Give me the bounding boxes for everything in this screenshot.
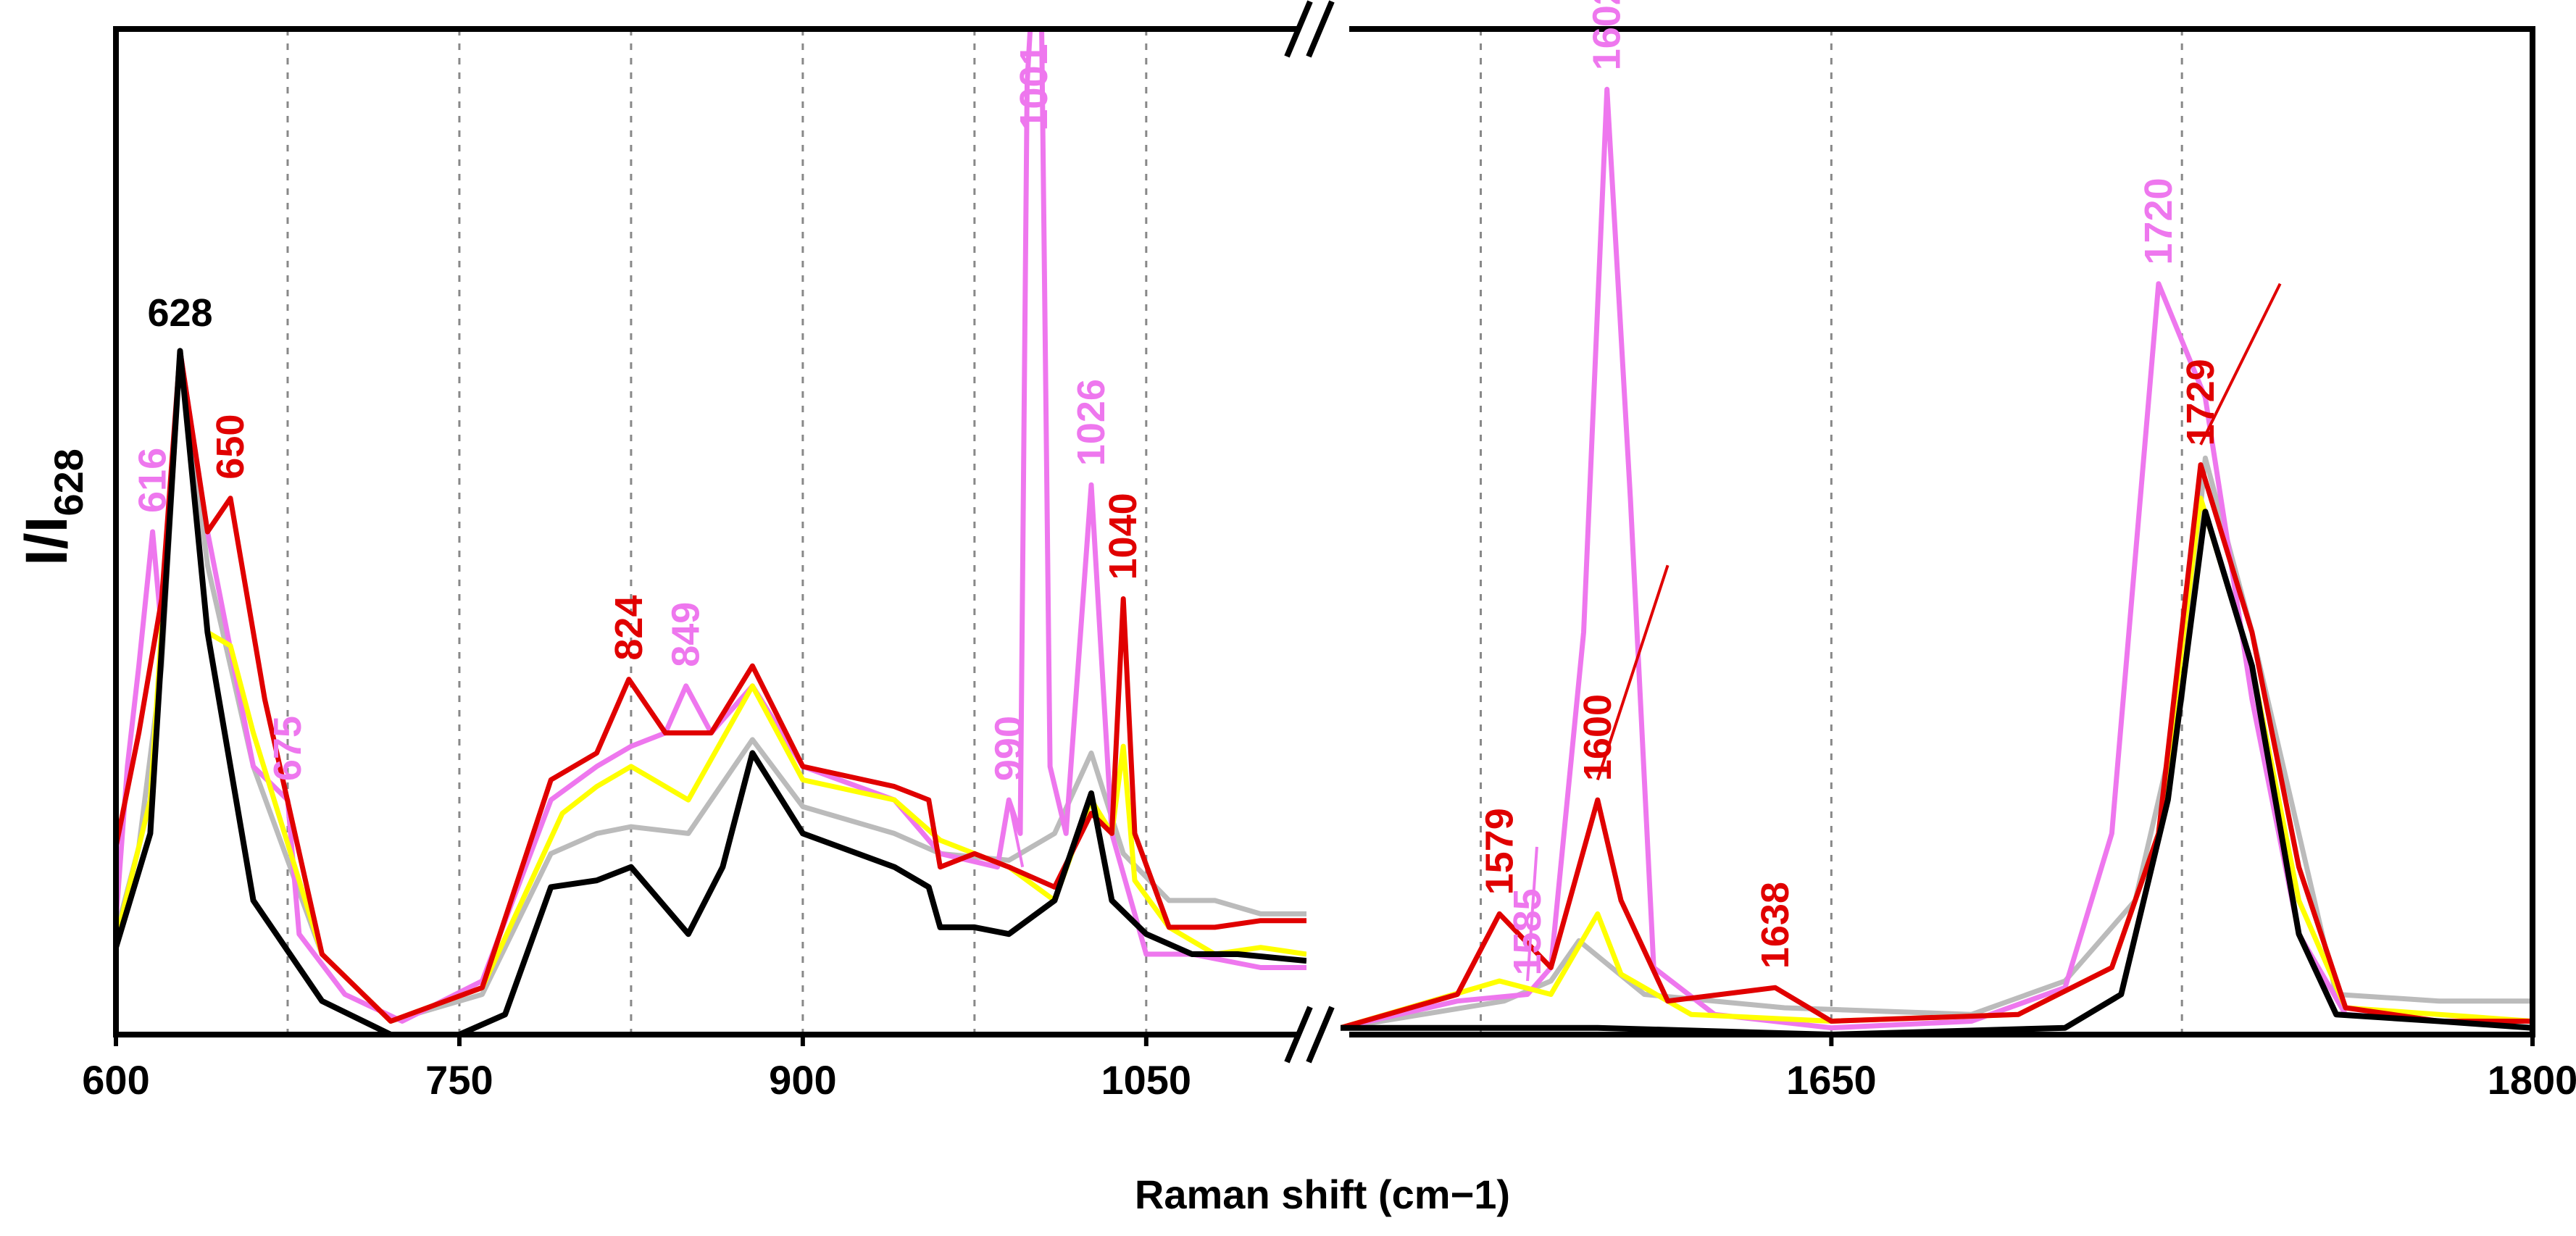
leader-990 bbox=[1007, 799, 1025, 868]
series-yellow-left-line bbox=[116, 348, 1306, 1024]
frame-left bbox=[113, 26, 1297, 1037]
series-red-right-line bbox=[1341, 462, 2533, 1031]
y-axis-label-main: I/I bbox=[14, 517, 80, 566]
peak-label-990: 990 bbox=[987, 716, 1030, 781]
tick-label-600: 600 bbox=[82, 1057, 149, 1103]
peak-label-675: 675 bbox=[266, 716, 309, 781]
tick-label-900: 900 bbox=[769, 1057, 836, 1103]
axis-break-mark bbox=[1284, 1006, 1313, 1064]
peak-label-849: 849 bbox=[664, 602, 708, 667]
peak-label-616: 616 bbox=[131, 448, 175, 513]
peak-label-824: 824 bbox=[607, 595, 651, 660]
peak-label-1729: 1729 bbox=[2179, 359, 2222, 446]
tick-label-1650: 1650 bbox=[1786, 1057, 1877, 1103]
series-red-left-line bbox=[116, 348, 1306, 1024]
peak-label-1638: 1638 bbox=[1754, 882, 1797, 969]
tick-label-750: 750 bbox=[425, 1057, 493, 1103]
series-gray-left-line bbox=[116, 348, 1306, 1024]
peak-label-628: 628 bbox=[147, 291, 212, 335]
peak-label-1026: 1026 bbox=[1070, 379, 1113, 466]
leader-1729 bbox=[2199, 283, 2282, 446]
axis-break-mark bbox=[1306, 1006, 1335, 1064]
plot-frame bbox=[113, 0, 2535, 1064]
peak-label-1001: 1001 bbox=[1012, 43, 1056, 130]
peak-label-1602: 1602 bbox=[1585, 0, 1629, 70]
leader-1600 bbox=[1596, 564, 1670, 780]
frame-right bbox=[1349, 26, 2535, 1037]
peak-label-1720: 1720 bbox=[2137, 178, 2180, 264]
axis-ticks: 600 750 900 1050 1650 1800 bbox=[82, 1035, 2576, 1103]
leader-1585 bbox=[1526, 846, 1538, 982]
series-black-left-line bbox=[116, 348, 1306, 1035]
series-gray-right-line bbox=[1341, 455, 2533, 1031]
series-lines bbox=[116, 29, 2533, 1035]
peak-label-1579: 1579 bbox=[1477, 808, 1521, 895]
peak-label-1040: 1040 bbox=[1101, 493, 1145, 580]
peak-label-650: 650 bbox=[209, 414, 252, 480]
y-axis-label-subscript: 628 bbox=[46, 448, 91, 516]
axis-break-mark bbox=[1306, 0, 1335, 58]
axis-break-mark bbox=[1284, 0, 1313, 58]
tick-label-1050: 1050 bbox=[1101, 1057, 1192, 1103]
x-axis-label: Raman shift (cm−1) bbox=[1135, 1172, 1510, 1217]
tick-label-1800: 1800 bbox=[2488, 1057, 2576, 1103]
y-axis-label: I/I628 bbox=[14, 448, 91, 566]
